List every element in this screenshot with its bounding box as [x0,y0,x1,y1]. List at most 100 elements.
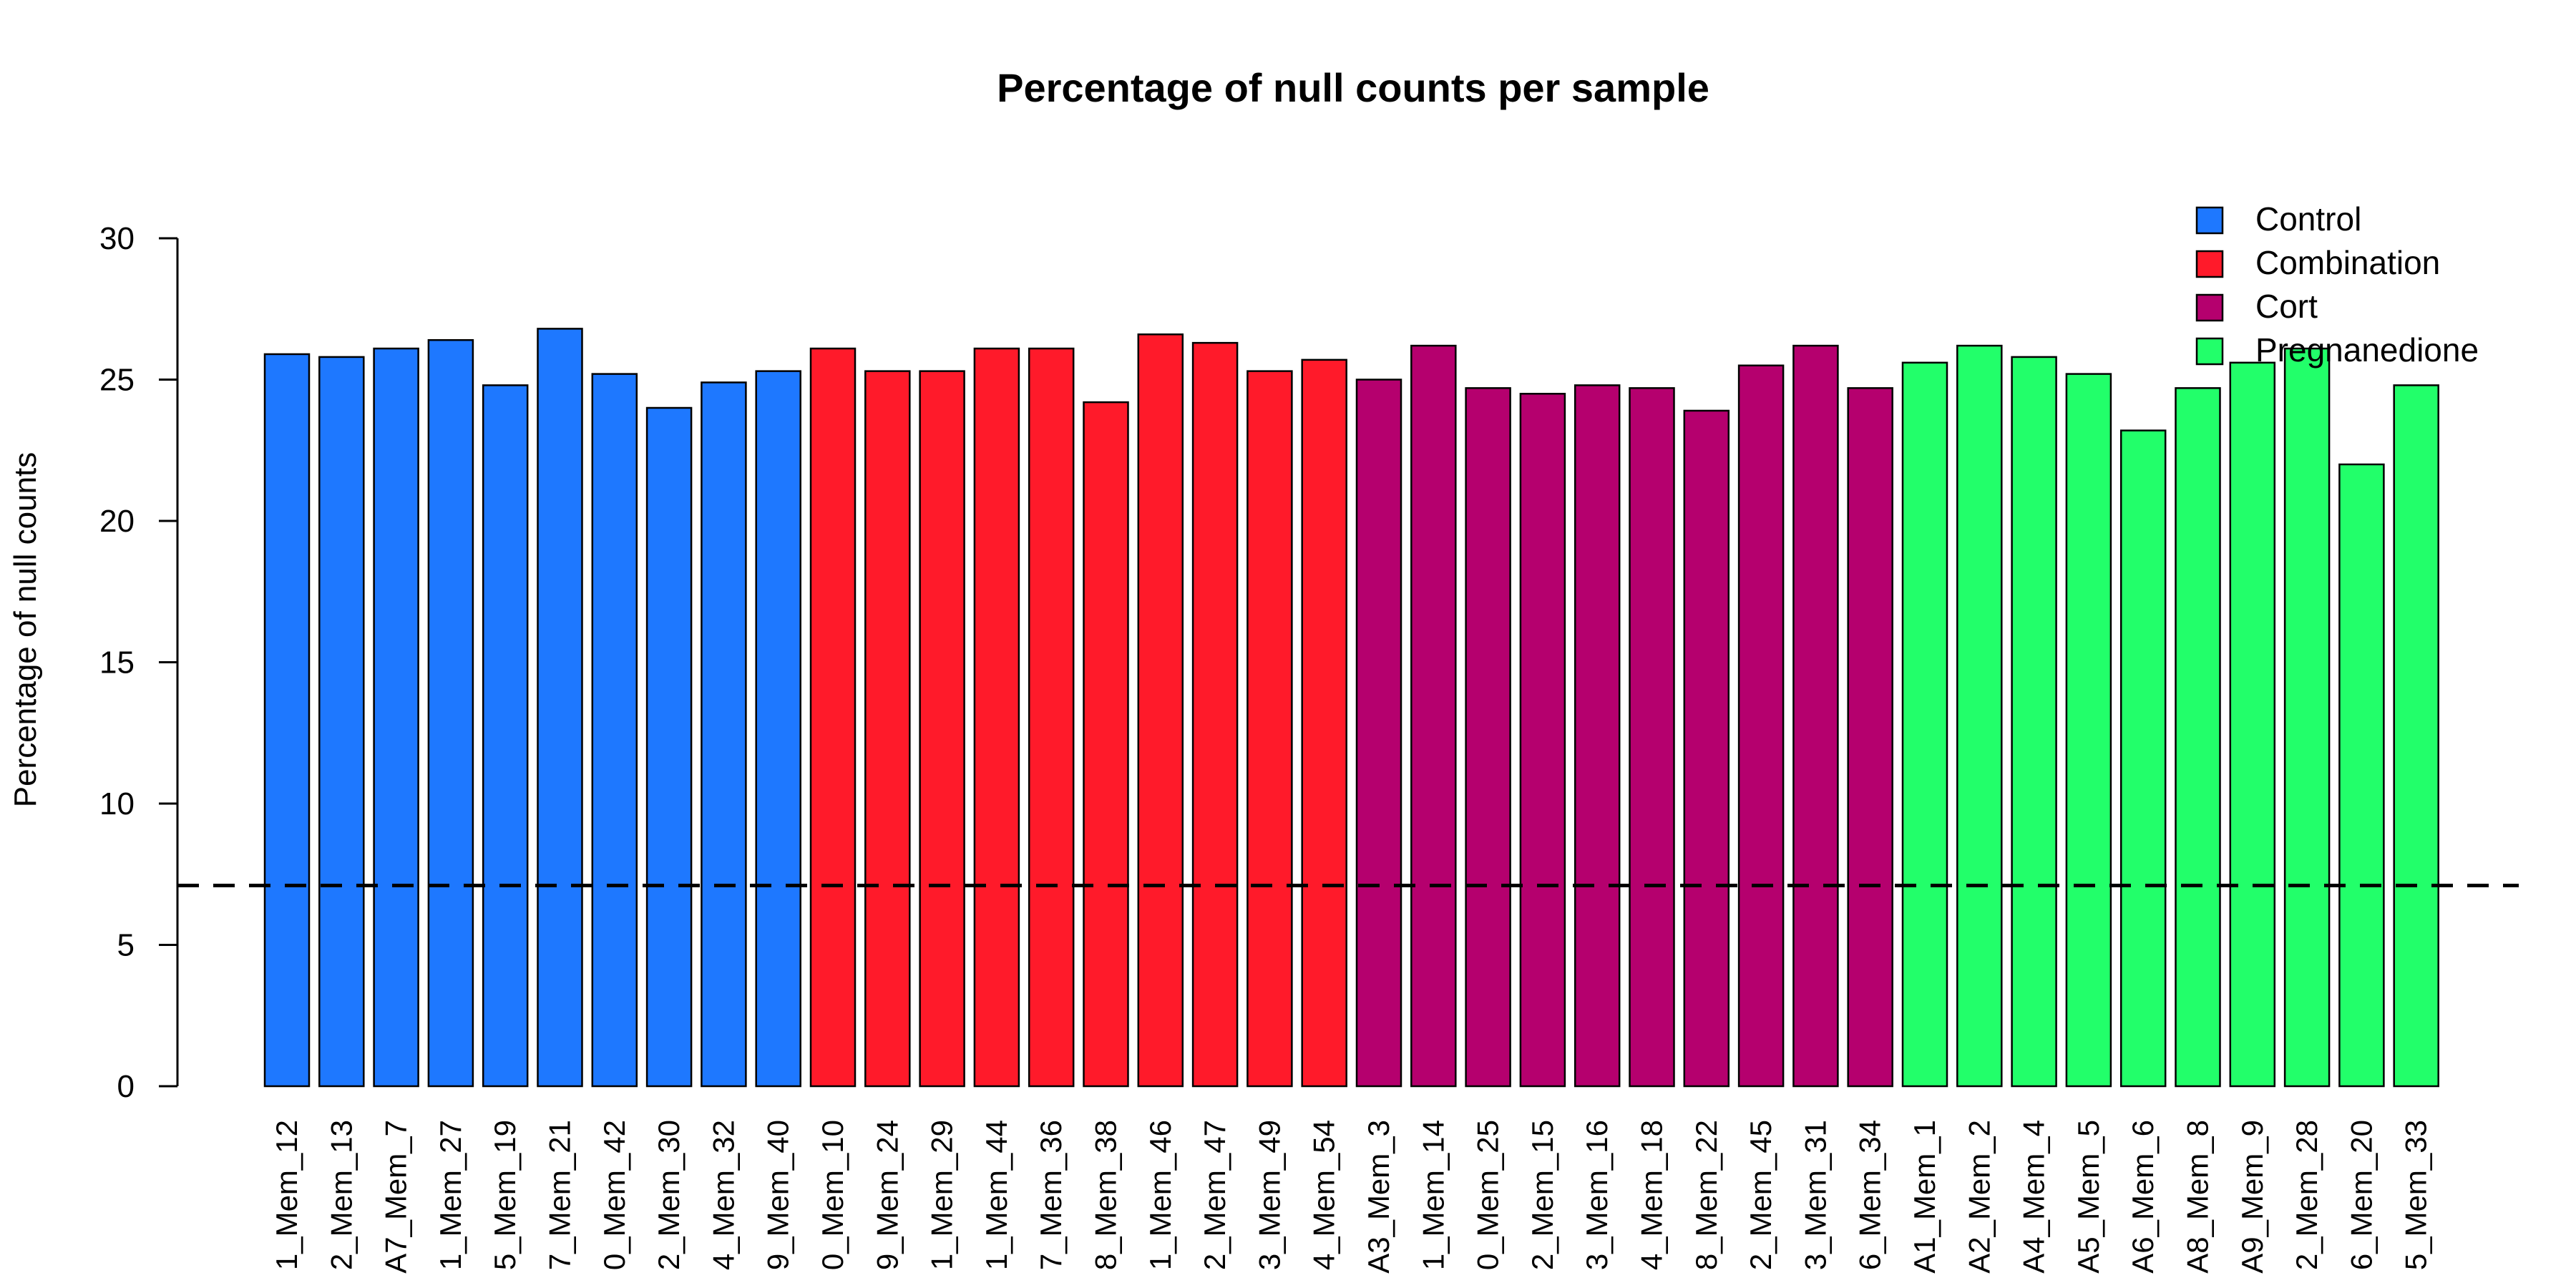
bar [2229,361,2276,1088]
bar [701,381,747,1088]
bar [1355,379,1402,1088]
x-tick-label: 0_Mem_10 [816,1120,849,1270]
x-tick-label: A9_Mem_9 [2235,1120,2269,1274]
bar [263,353,311,1088]
bar [1301,358,1347,1088]
bar [2065,373,2112,1088]
x-tick-label: 0_Mem_25 [1471,1120,1505,1270]
y-tick-label: 5 [117,928,135,963]
bar [1519,393,1566,1088]
bar [1629,387,1675,1088]
bar [2119,429,2167,1088]
x-tick-label: 5_Mem_19 [488,1120,522,1270]
chart-title: Percentage of null counts per sample [997,65,1709,110]
x-tick-label: 1_Mem_29 [925,1120,959,1270]
x-tick-label: 2_Mem_45 [1744,1120,1777,1270]
legend-swatch [2195,206,2224,235]
bar [919,370,965,1088]
legend-swatch [2195,250,2224,278]
x-tick-label: 8_Mem_38 [1089,1120,1123,1270]
x-tick-label: A8_Mem_8 [2181,1120,2215,1274]
bar [1847,387,1893,1088]
x-tick-label: 1_Mem_27 [434,1120,467,1270]
bar [1191,341,1239,1088]
x-tick-label: 7_Mem_36 [1034,1120,1068,1270]
x-tick-label: 1_Mem_14 [1416,1120,1450,1270]
bar [1737,364,1785,1088]
bar [1901,361,1948,1088]
legend-label: Cort [2255,288,2318,325]
bar [755,370,801,1088]
bar [2393,384,2439,1088]
bar [1465,387,1511,1088]
x-tick-label: 6_Mem_34 [1853,1120,1887,1270]
bar [2011,356,2057,1088]
bar [318,356,365,1088]
bar [645,406,693,1088]
x-tick-label: A3_Mem_3 [1362,1120,1395,1274]
x-tick-label: A2_Mem_2 [1962,1120,1996,1274]
bar [1956,344,2003,1088]
x-tick-label: 9_Mem_40 [761,1120,795,1270]
bar [1574,384,1621,1088]
bar [973,347,1020,1088]
x-tick-label: 5_Mem_33 [2399,1120,2433,1270]
y-tick-label: 25 [99,363,135,398]
legend-label: Pregnanedione [2255,331,2479,369]
bar [1410,344,1457,1088]
x-tick-label: 4_Mem_18 [1635,1120,1669,1270]
bar [591,373,638,1088]
y-tick-label: 30 [99,221,135,256]
bar [1246,370,1293,1088]
x-tick-labels: 1_Mem_12 2_Mem_13 A7_Mem_7 1_Mem_27 5_Mem_19… [270,1120,2433,1274]
bar [373,347,419,1088]
x-tick-label: 9_Mem_24 [870,1120,904,1270]
bar [2283,347,2331,1088]
x-tick-label: 2_Mem_47 [1198,1120,1231,1270]
x-tick-label: 2_Mem_28 [2290,1120,2323,1270]
bar [2175,387,2221,1088]
bar [1683,409,1730,1088]
bar [2338,463,2385,1088]
x-tick-label: 0_Mem_42 [597,1120,631,1270]
y-tick-label: 10 [99,786,135,821]
x-tick-label: 3_Mem_31 [1798,1120,1832,1270]
legend: Control Combination Cort Pregnanedione [2195,200,2479,369]
legend-swatch [2195,337,2224,366]
bar [864,370,911,1088]
y-axis-label: Percentage of null counts [8,452,43,808]
bar [1083,401,1129,1088]
x-tick-label: 2_Mem_15 [1526,1120,1559,1270]
bar [537,328,583,1088]
bar [1137,333,1184,1088]
legend-label: Combination [2255,244,2440,281]
x-tick-label: 2_Mem_30 [652,1120,686,1270]
x-tick-label: 4_Mem_32 [706,1120,740,1270]
y-axis: 0 5 10 15 20 25 30 [99,221,179,1104]
y-tick-label: 15 [99,645,135,680]
x-tick-label: A1_Mem_1 [1908,1120,1941,1274]
bar [809,347,857,1088]
x-tick-label: A7_Mem_7 [379,1120,413,1274]
x-tick-label: 1_Mem_44 [980,1120,1013,1270]
bar [1792,344,1839,1088]
y-tick-label: 0 [117,1069,135,1104]
bars-group [263,328,2439,1088]
legend-swatch [2195,293,2224,322]
x-tick-label: 3_Mem_49 [1252,1120,1286,1270]
x-tick-label: 7_Mem_21 [543,1120,577,1270]
x-tick-label: 2_Mem_13 [324,1120,358,1270]
x-tick-label: A6_Mem_6 [2126,1120,2160,1274]
x-tick-label: 6_Mem_20 [2344,1120,2378,1270]
x-tick-label: A5_Mem_5 [2072,1120,2105,1274]
bar [1028,347,1075,1088]
x-tick-label: 8_Mem_22 [1689,1120,1723,1270]
x-tick-label: 1_Mem_12 [270,1120,303,1270]
x-tick-label: 3_Mem_16 [1580,1120,1614,1270]
legend-label: Control [2255,200,2361,238]
x-tick-label: 1_Mem_46 [1143,1120,1177,1270]
x-tick-label: 4_Mem_54 [1307,1120,1341,1270]
x-tick-label: A4_Mem_4 [2017,1120,2051,1274]
bar [482,384,529,1088]
